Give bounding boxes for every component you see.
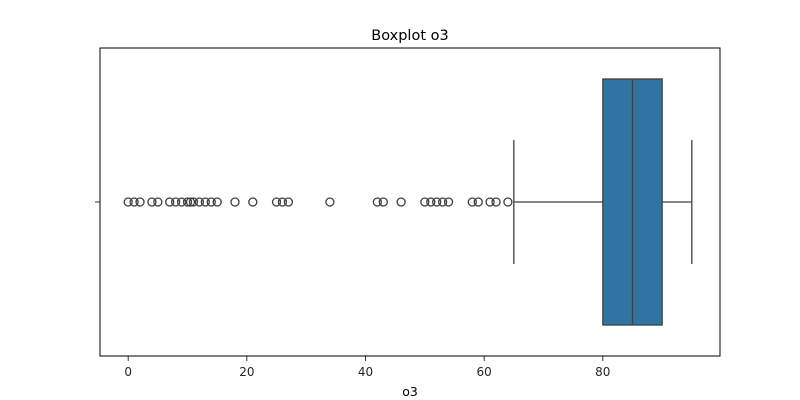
outlier-point [147, 197, 157, 207]
outlier-point [372, 197, 383, 207]
outlier-point [185, 197, 196, 207]
outlier-point [176, 197, 187, 207]
outlier-point [129, 197, 139, 207]
outlier-point [277, 197, 288, 207]
plot-area [123, 78, 693, 326]
outlier-point [503, 197, 513, 207]
outlier-point [283, 197, 294, 207]
x-tick-label: 40 [358, 365, 373, 379]
outlier-point [188, 197, 199, 207]
x-axis: 0 20 40 60 80 [124, 356, 610, 379]
outlier-point [123, 197, 133, 207]
outlier-point [206, 197, 216, 207]
outlier-point [170, 197, 181, 207]
outlier-point [467, 197, 477, 207]
outlier-point [396, 197, 406, 207]
outlier-point [426, 197, 436, 207]
outlier-point [248, 197, 258, 207]
outlier-point [194, 197, 205, 207]
outlier-point [437, 197, 448, 207]
outlier-point [443, 197, 454, 207]
outlier-point [325, 197, 335, 207]
outlier-point [182, 197, 193, 207]
outlier-point [200, 197, 210, 207]
outlier-point [491, 197, 501, 207]
outlier-point [473, 197, 483, 207]
outlier-point [135, 197, 145, 207]
x-axis-label: o3 [402, 384, 418, 399]
outlier-point [212, 197, 222, 207]
x-tick-label: 0 [124, 365, 132, 379]
x-tick-label: 20 [239, 365, 254, 379]
outlier-point [165, 197, 175, 207]
outlier-point [432, 197, 442, 207]
x-tick-label: 80 [595, 365, 610, 379]
outlier-point [271, 197, 282, 207]
outlier-point [485, 197, 495, 207]
chart-title: Boxplot o3 [371, 28, 448, 44]
outlier-point [230, 197, 240, 207]
outlier-point [378, 197, 388, 207]
x-tick-label: 60 [477, 365, 492, 379]
outlier-point [153, 197, 163, 207]
outlier-point [420, 197, 430, 207]
